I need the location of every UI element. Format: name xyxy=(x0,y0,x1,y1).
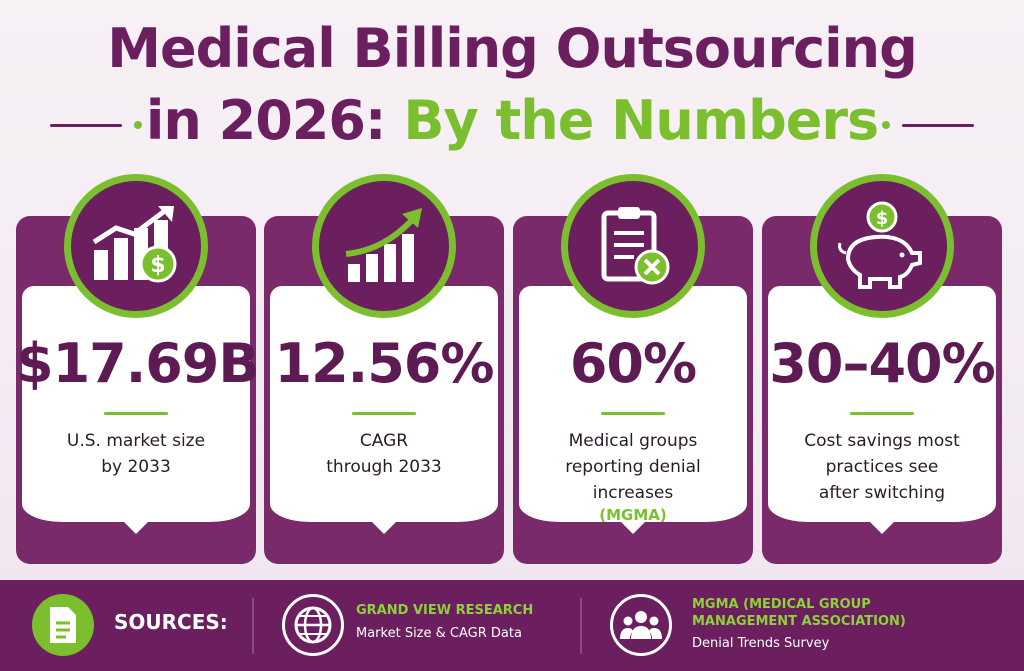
card-pointer xyxy=(621,522,645,534)
icon-badge: $ xyxy=(64,174,208,318)
stat-card-body xyxy=(768,286,996,522)
stat-divider xyxy=(601,412,665,415)
svg-text:$: $ xyxy=(150,253,165,278)
stat-description: CAGR through 2033 xyxy=(274,428,494,480)
stat-card-denials: 60% Medical groups reporting denial incr… xyxy=(513,174,753,564)
desc-line: Medical groups xyxy=(568,431,698,451)
stat-value: 30–40% xyxy=(769,332,995,395)
stat-description: U.S. market size by 2033 xyxy=(26,428,246,480)
card-pointer xyxy=(870,522,894,534)
icon-badge xyxy=(312,174,456,318)
globe-icon xyxy=(282,594,344,656)
stat-divider xyxy=(850,412,914,415)
stat-value: $17.69B xyxy=(16,332,260,395)
stat-divider xyxy=(352,412,416,415)
stat-description: Medical groups reporting denial increase… xyxy=(523,428,743,506)
document-icon xyxy=(32,594,94,656)
desc-line: Cost savings most xyxy=(804,431,960,451)
growth-arrow-chart-icon xyxy=(345,208,422,282)
card-pointer xyxy=(124,522,148,534)
subtitle-year: in 2026: xyxy=(145,89,387,152)
bar-chart-dollar-icon: $ xyxy=(92,206,177,283)
source-detail: Market Size & CAGR Data xyxy=(356,626,522,641)
piggy-bank-dollar-icon: $ xyxy=(838,201,922,289)
title-divider-right xyxy=(902,124,974,127)
stat-card-body xyxy=(22,286,250,522)
desc-line: after switching xyxy=(818,483,946,503)
source-name-line: MGMA (MEDICAL GROUP xyxy=(692,597,871,612)
stat-divider xyxy=(104,412,168,415)
title-divider-dot-right xyxy=(882,121,890,129)
icon-badge xyxy=(561,174,705,318)
stat-card-body xyxy=(519,286,747,522)
stat-card-cagr: 12.56% CAGR through 2033 xyxy=(264,174,504,564)
desc-line: through 2033 xyxy=(326,457,442,477)
stat-card-market-size: $ $17.69B U.S. market size by 2033 xyxy=(16,174,260,564)
stat-card-body xyxy=(270,286,498,522)
sources-footer: SOURCES: GRAND VIEW RESEARCH Market Size… xyxy=(0,580,1024,671)
stat-description: Cost savings most practices see after sw… xyxy=(772,428,992,506)
source-name: MGMA (MEDICAL GROUP MANAGEMENT ASSOCIATI… xyxy=(692,596,906,630)
icon-badge: $ xyxy=(810,174,954,318)
footer-separator xyxy=(580,598,582,654)
desc-line: reporting denial xyxy=(565,457,701,477)
stat-source: (MGMA) xyxy=(599,506,667,524)
source-detail: Denial Trends Survey xyxy=(692,636,830,651)
card-pointer xyxy=(372,522,396,534)
footer-separator xyxy=(252,598,254,654)
source-name: GRAND VIEW RESEARCH xyxy=(356,603,534,618)
desc-line: by 2033 xyxy=(101,457,171,477)
stat-value: 12.56% xyxy=(274,332,495,395)
source-name-line: MANAGEMENT ASSOCIATION) xyxy=(692,614,906,629)
people-group-icon xyxy=(610,594,672,656)
page-subtitle: in 2026: By the Numbers xyxy=(0,86,1024,156)
title-divider-dot-left xyxy=(134,121,142,129)
stat-value: 60% xyxy=(569,332,697,395)
desc-line: practices see xyxy=(825,457,939,477)
desc-line: CAGR xyxy=(359,431,409,451)
sources-label: SOURCES: xyxy=(114,610,228,634)
desc-line: U.S. market size xyxy=(66,431,206,451)
page-title: Medical Billing Outsourcing xyxy=(107,17,917,80)
desc-line: increases xyxy=(592,483,674,503)
title-divider-left xyxy=(50,124,122,127)
clipboard-x-icon xyxy=(601,207,670,285)
subtitle-highlight: By the Numbers xyxy=(403,89,879,152)
svg-text:$: $ xyxy=(876,208,889,229)
stat-card-savings: $ 30–40% Cost savings most practices see… xyxy=(762,174,1002,564)
